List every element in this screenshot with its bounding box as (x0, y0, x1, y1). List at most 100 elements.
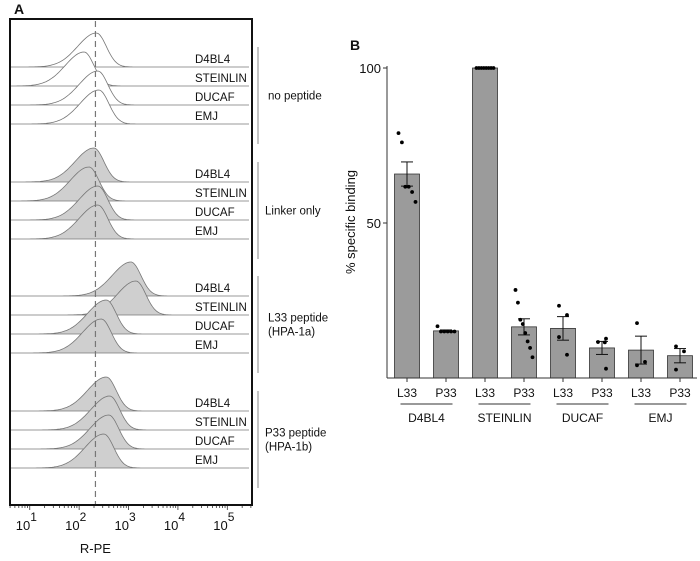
data-point (435, 324, 440, 329)
data-point (396, 131, 401, 136)
group-label: no peptide (268, 91, 322, 103)
tick-exponent: 5 (228, 510, 235, 524)
data-point (406, 184, 411, 189)
row-label: D4BL4 (195, 54, 231, 66)
histogram-curve (10, 185, 249, 221)
bar (433, 330, 459, 379)
x-tick-label: 104 (164, 510, 185, 533)
row-label: DUCAF (195, 207, 235, 219)
bar (472, 67, 498, 379)
group-label: P33 peptide (265, 428, 326, 440)
row-label: EMJ (195, 111, 218, 123)
data-point (557, 303, 561, 308)
data-point (445, 329, 450, 334)
data-point (530, 355, 535, 360)
histogram-panel: D4BL4 STEINLIN DUCAF EMJ no peptide D4BL4 STEI… (9, 18, 328, 556)
histogram-curve (10, 376, 249, 412)
bar-chart-panel: L33 P33 L33 P33 L33 P33 L33 P33 D4BL4 STEINLIN DUC… (343, 61, 697, 425)
group-label: (HPA-1a) (268, 327, 315, 339)
group-label: L33 peptide (268, 313, 328, 325)
data-point (557, 335, 561, 339)
row-label: DUCAF (195, 92, 235, 104)
tick-base: 10 (16, 518, 30, 533)
histogram-curve (10, 32, 249, 68)
histogram-curve (10, 204, 249, 240)
data-point (604, 336, 608, 341)
row-label: EMJ (195, 455, 218, 467)
bar-label: L33 (397, 386, 417, 400)
bar-label: L33 (553, 386, 573, 400)
histogram-curve (10, 395, 249, 431)
data-point (635, 321, 639, 326)
plot-frame (9, 18, 253, 506)
data-point (528, 346, 532, 350)
row-label: D4BL4 (195, 169, 231, 181)
x-tick-label: 102 (65, 510, 86, 533)
data-point (674, 344, 678, 349)
data-point (491, 66, 496, 70)
histogram-curve (10, 147, 249, 183)
tick-exponent: 3 (129, 510, 136, 524)
tick-exponent: 4 (178, 510, 185, 524)
data-point (449, 329, 453, 334)
data-point (596, 340, 600, 344)
tick-base: 10 (164, 518, 178, 533)
histogram-curve (10, 70, 249, 106)
group-label: STEINLIN (477, 411, 531, 425)
data-point (602, 340, 607, 345)
data-point (518, 317, 523, 322)
histogram-curve (10, 51, 249, 87)
row-label: STEINLIN (195, 188, 247, 200)
group-label: D4BL4 (408, 411, 445, 425)
x-tick-label: 103 (115, 510, 136, 533)
group-label: (HPA-1b) (265, 442, 312, 454)
histogram-curve (10, 89, 249, 125)
data-point (674, 367, 678, 372)
data-point (439, 329, 443, 334)
bar-label: P33 (591, 386, 613, 400)
data-point (516, 300, 520, 305)
y-tick-label: 100 (359, 61, 381, 76)
row-label: EMJ (195, 340, 218, 352)
bar-label: L33 (475, 386, 495, 400)
row-label: STEINLIN (195, 302, 247, 314)
data-point (403, 184, 408, 189)
histogram-curve (10, 299, 249, 335)
data-point (635, 363, 639, 368)
x-axis-label: R-PE (80, 541, 111, 556)
row-label: D4BL4 (195, 283, 231, 295)
row-label: DUCAF (195, 436, 235, 448)
row-label: STEINLIN (195, 73, 247, 85)
data-point (682, 349, 686, 354)
group-label: EMJ (649, 411, 673, 425)
histogram-curve (10, 166, 249, 202)
panel-a-label: A (14, 1, 24, 17)
row-label: DUCAF (195, 321, 235, 333)
histogram-curve (10, 433, 249, 469)
group-label: DUCAF (562, 411, 603, 425)
data-point (525, 339, 530, 344)
histogram-curve (10, 414, 249, 450)
panel-b-label: B (350, 37, 360, 53)
tick-base: 10 (213, 518, 227, 533)
group-label: Linker only (265, 206, 321, 218)
y-tick-label: 50 (367, 216, 381, 231)
data-point (523, 331, 528, 335)
data-point (604, 366, 608, 371)
bar (394, 173, 420, 379)
bar-label: P33 (513, 386, 535, 400)
tick-base: 10 (65, 518, 79, 533)
data-point (513, 288, 518, 292)
data-point (413, 200, 418, 204)
row-label: D4BL4 (195, 398, 231, 410)
data-point (410, 190, 414, 194)
data-point (643, 359, 647, 364)
x-tick-label: 105 (213, 510, 234, 533)
data-point (452, 329, 457, 334)
histogram-curve (10, 318, 249, 354)
data-point (442, 329, 447, 334)
x-tick-label: 101 (16, 510, 37, 533)
histogram-curve (10, 261, 249, 297)
y-axis-label: % specific binding (343, 170, 358, 274)
data-point (565, 313, 569, 317)
